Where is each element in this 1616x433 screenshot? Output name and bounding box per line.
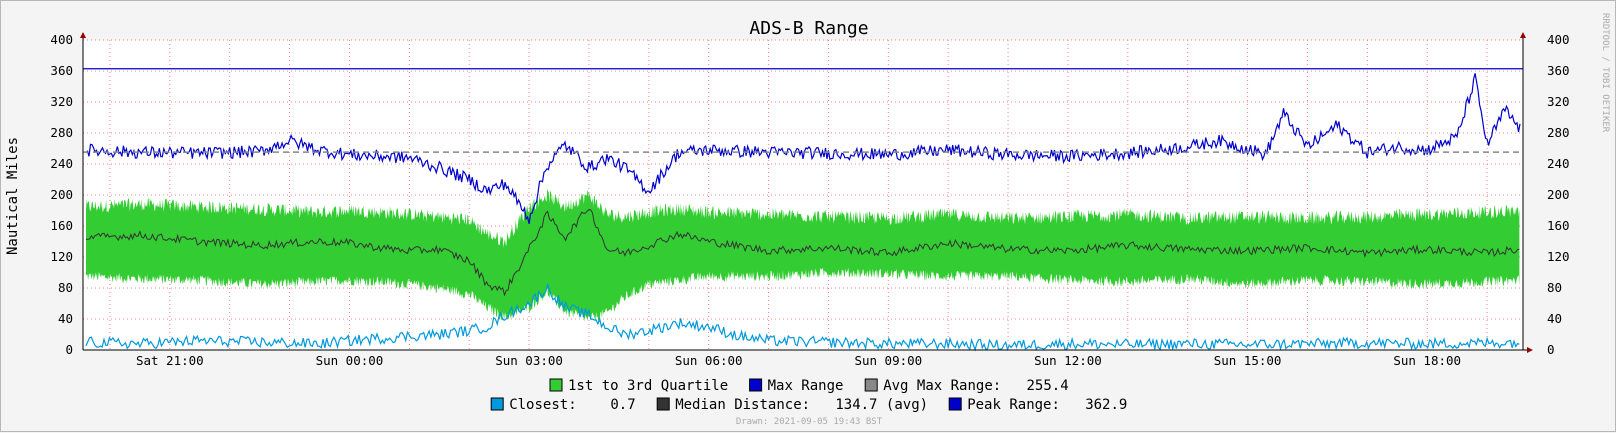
legend-swatch xyxy=(948,397,962,411)
x-tick-label: Sun 03:00 xyxy=(495,353,563,368)
legend-swatch xyxy=(656,397,670,411)
legend-label: Median Distance: 134.7 (avg) xyxy=(675,397,928,413)
y-tick-label-left: 80 xyxy=(58,280,73,295)
legend-label: Max Range xyxy=(768,378,844,394)
y-tick-label-right: 360 xyxy=(1547,63,1570,78)
median-distance-line xyxy=(85,209,1520,297)
y-axis-arrow-left xyxy=(80,32,86,38)
legend-label: 1st to 3rd Quartile xyxy=(568,378,728,394)
y-tick-label-right: 280 xyxy=(1547,125,1570,140)
y-tick-label-left: 240 xyxy=(50,156,73,171)
plot-area: 0 0 40 40 80 80 120 120 160 160 200 200 240 240 280 280… xyxy=(50,32,1570,368)
x-tick-label: Sun 06:00 xyxy=(675,353,743,368)
chart-title: ADS-B Range xyxy=(749,18,868,39)
y-axis-arrow-right xyxy=(1520,32,1526,38)
watermark: RRDTOOL / TOBI OETIKER xyxy=(1600,13,1610,133)
y-tick-label-left: 280 xyxy=(50,125,73,140)
legend-label: Peak Range: 362.9 xyxy=(967,397,1127,413)
y-tick-label-right: 400 xyxy=(1547,32,1570,47)
y-tick-label-left: 40 xyxy=(58,311,73,326)
y-tick-label-left: 400 xyxy=(50,32,73,47)
y-tick-label-right: 0 xyxy=(1547,342,1555,357)
drawn-timestamp: Drawn: 2021-09-05 19:43 BST xyxy=(736,417,883,427)
y-tick-label-right: 120 xyxy=(1547,249,1570,264)
legend-label: Closest: 0.7 xyxy=(509,397,635,413)
x-tick-label: Sun 00:00 xyxy=(316,353,384,368)
legend-label: Avg Max Range: 255.4 xyxy=(883,378,1068,394)
legend: 1st to 3rd Quartile Max Range Avg Max Rang… xyxy=(490,378,1127,413)
y-tick-label-left: 0 xyxy=(65,342,73,357)
y-tick-label-left: 120 xyxy=(50,249,73,264)
x-tick-label: Sun 15:00 xyxy=(1214,353,1282,368)
y-tick-label-right: 80 xyxy=(1547,280,1562,295)
y-tick-label-left: 360 xyxy=(50,63,73,78)
x-axis-arrow xyxy=(1527,347,1533,353)
legend-swatch xyxy=(490,397,504,411)
y-tick-label-right: 160 xyxy=(1547,218,1570,233)
y-tick-label-right: 320 xyxy=(1547,94,1570,109)
legend-swatch xyxy=(864,378,878,392)
x-tick-label: Sat 21:00 xyxy=(136,353,204,368)
y-tick-label-left: 200 xyxy=(50,187,73,202)
y-axis-label: Nautical Miles xyxy=(5,137,21,255)
y-tick-label-right: 240 xyxy=(1547,156,1570,171)
x-tick-label: Sun 12:00 xyxy=(1034,353,1102,368)
y-tick-label-right: 200 xyxy=(1547,187,1570,202)
quartile-band xyxy=(86,188,1520,322)
legend-swatch xyxy=(749,378,763,392)
x-tick-label: Sun 09:00 xyxy=(854,353,922,368)
x-tick-label: Sun 18:00 xyxy=(1393,353,1461,368)
y-tick-label-left: 320 xyxy=(50,94,73,109)
closest-line xyxy=(85,282,1520,352)
y-tick-label-right: 40 xyxy=(1547,311,1562,326)
legend-swatch xyxy=(549,378,563,392)
max-range-line xyxy=(85,73,1521,224)
y-tick-label-left: 160 xyxy=(50,218,73,233)
